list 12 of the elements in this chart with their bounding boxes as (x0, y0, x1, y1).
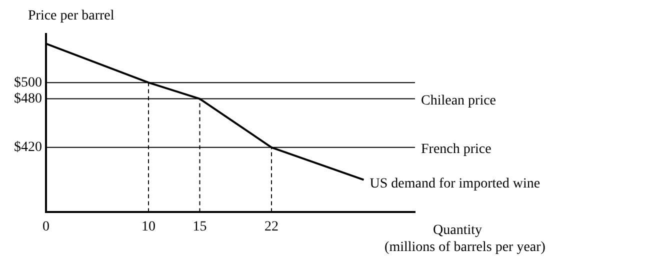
ref-line-label: French price (421, 142, 492, 158)
x-tick-label: 0 (42, 219, 50, 234)
x-tick-label: 15 (192, 219, 207, 234)
y-axis-title: Price per barrel (28, 8, 114, 24)
x-tick-label: 10 (142, 219, 156, 234)
ref-line-label: Chilean price (421, 93, 496, 108)
x-tick-label: 22 (264, 219, 278, 234)
series-label: US demand for imported wine (370, 176, 540, 192)
y-tick-label: $480 (14, 91, 42, 106)
y-tick-label: $500 (14, 75, 42, 90)
y-tick-label: $420 (14, 140, 42, 156)
x-axis-title: Quantity (millions of barrels per year) (384, 222, 546, 255)
